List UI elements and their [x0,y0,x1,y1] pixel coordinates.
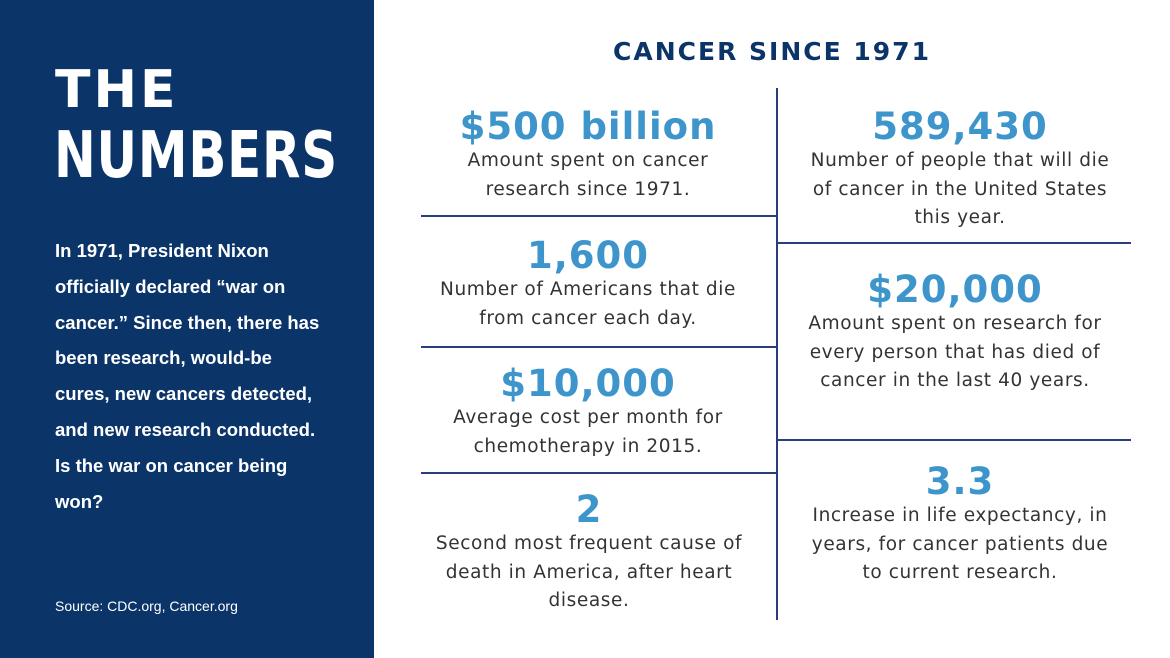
stat-description: Number of people that will die of cancer… [810,150,1110,228]
stat-value: 1,600 [526,234,650,277]
stat-description: Increase in life expectancy, in years, f… [811,505,1109,583]
stat-description: Second most frequent cause of death in A… [435,533,743,611]
row-divider [421,346,777,348]
stat-value: $500 billion [459,105,717,148]
stat-block: $500 billion Amount spent on cancer rese… [422,107,754,204]
stat-description: Amount spent on research for every perso… [808,313,1102,391]
stat-block: $10,000 Average cost per month for chemo… [422,364,754,461]
stat-value: $20,000 [867,268,1043,311]
stat-block: $20,000 Amount spent on research for eve… [805,270,1105,396]
stat-block: 589,430 Number of people that will die o… [800,107,1120,233]
column-divider [776,88,778,620]
source-text: Source: CDC.org, Cancer.org [55,598,238,614]
title-line-1: THE [55,60,179,120]
row-divider [421,215,777,217]
page-heading: CANCER SINCE 1971 [613,37,931,66]
stat-description: Amount spent on cancer research since 19… [467,150,709,200]
sidebar-panel: THE NUMBERS In 1971, President Nixon off… [0,0,374,658]
stat-description: Number of Americans that die from cancer… [440,279,736,329]
intro-text: In 1971, President Nixon officially decl… [55,240,320,512]
row-divider [777,242,1131,244]
row-divider [421,472,777,474]
stat-value: 2 [575,488,603,531]
stat-block: 1,600 Number of Americans that die from … [422,236,754,333]
stat-value: 589,430 [872,105,1048,148]
stat-description: Average cost per month for chemotherapy … [453,407,723,457]
stat-block: 2 Second most frequent cause of death in… [432,490,746,616]
title-line-2: NUMBERS [54,119,338,193]
row-divider [777,439,1131,441]
stat-value: $10,000 [500,362,676,405]
stat-value: 3.3 [925,460,995,503]
stat-block: 3.3 Increase in life expectancy, in year… [800,462,1120,588]
